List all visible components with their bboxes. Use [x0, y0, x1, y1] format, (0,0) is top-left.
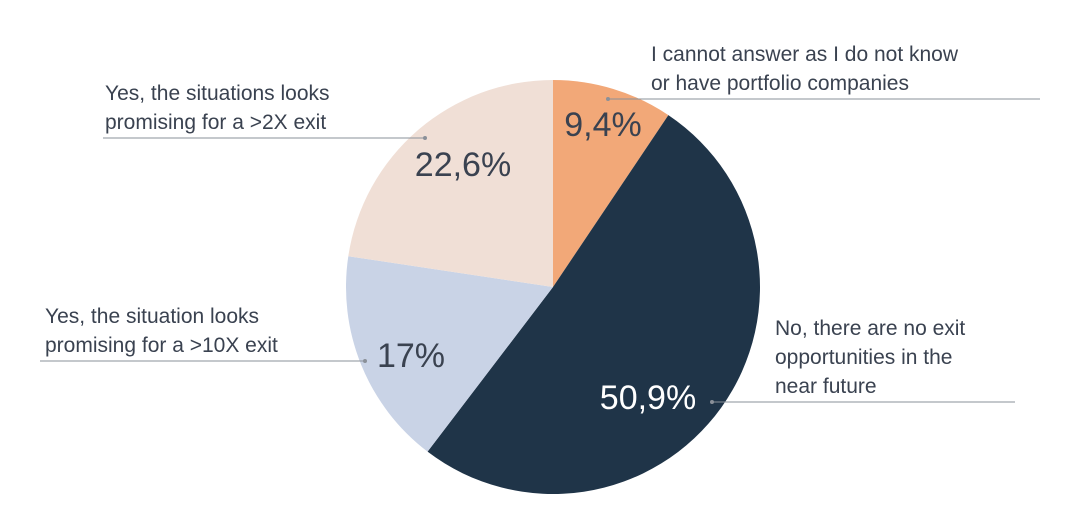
pie-slice	[553, 80, 669, 287]
category-label: Yes, the situation looks promising for a…	[45, 305, 278, 357]
pie-slice	[346, 256, 553, 452]
category-label: No, there are no exit opportunities in t…	[775, 317, 966, 398]
leader-dot	[606, 97, 610, 101]
category-label: I cannot answer as I do not know or have…	[651, 43, 959, 95]
leader-dot	[363, 359, 367, 363]
pie-slice	[348, 80, 553, 287]
value-label: 22,6%	[415, 146, 511, 184]
leader-dot	[423, 136, 427, 140]
category-label: Yes, the situations looks promising for …	[105, 82, 330, 134]
leader-dot	[710, 400, 714, 404]
value-label: 17%	[377, 337, 445, 375]
value-label: 9,4%	[564, 106, 642, 144]
pie-slice	[427, 115, 761, 495]
value-label: 50,9%	[600, 379, 696, 417]
